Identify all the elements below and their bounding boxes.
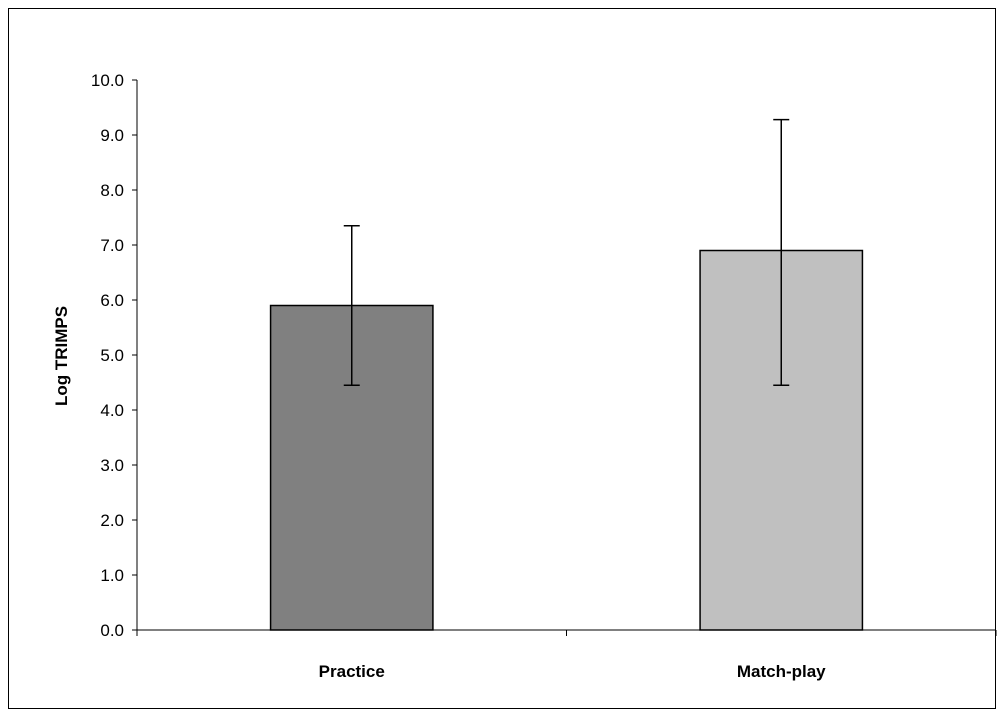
y-tick-label: 2.0: [100, 511, 124, 530]
y-tick-label: 8.0: [100, 181, 124, 200]
y-tick-label: 9.0: [100, 126, 124, 145]
x-category-label: Practice: [319, 662, 385, 681]
x-category-label: Match-play: [737, 662, 826, 681]
y-axis-title: Log TRIMPS: [52, 306, 71, 406]
y-tick-label: 6.0: [100, 291, 124, 310]
y-tick-label: 5.0: [100, 346, 124, 365]
y-tick-label: 4.0: [100, 401, 124, 420]
y-tick-label: 1.0: [100, 566, 124, 585]
y-tick-label: 3.0: [100, 456, 124, 475]
y-tick-label: 7.0: [100, 236, 124, 255]
y-tick-label: 0.0: [100, 621, 124, 640]
y-tick-label: 10.0: [91, 71, 124, 90]
